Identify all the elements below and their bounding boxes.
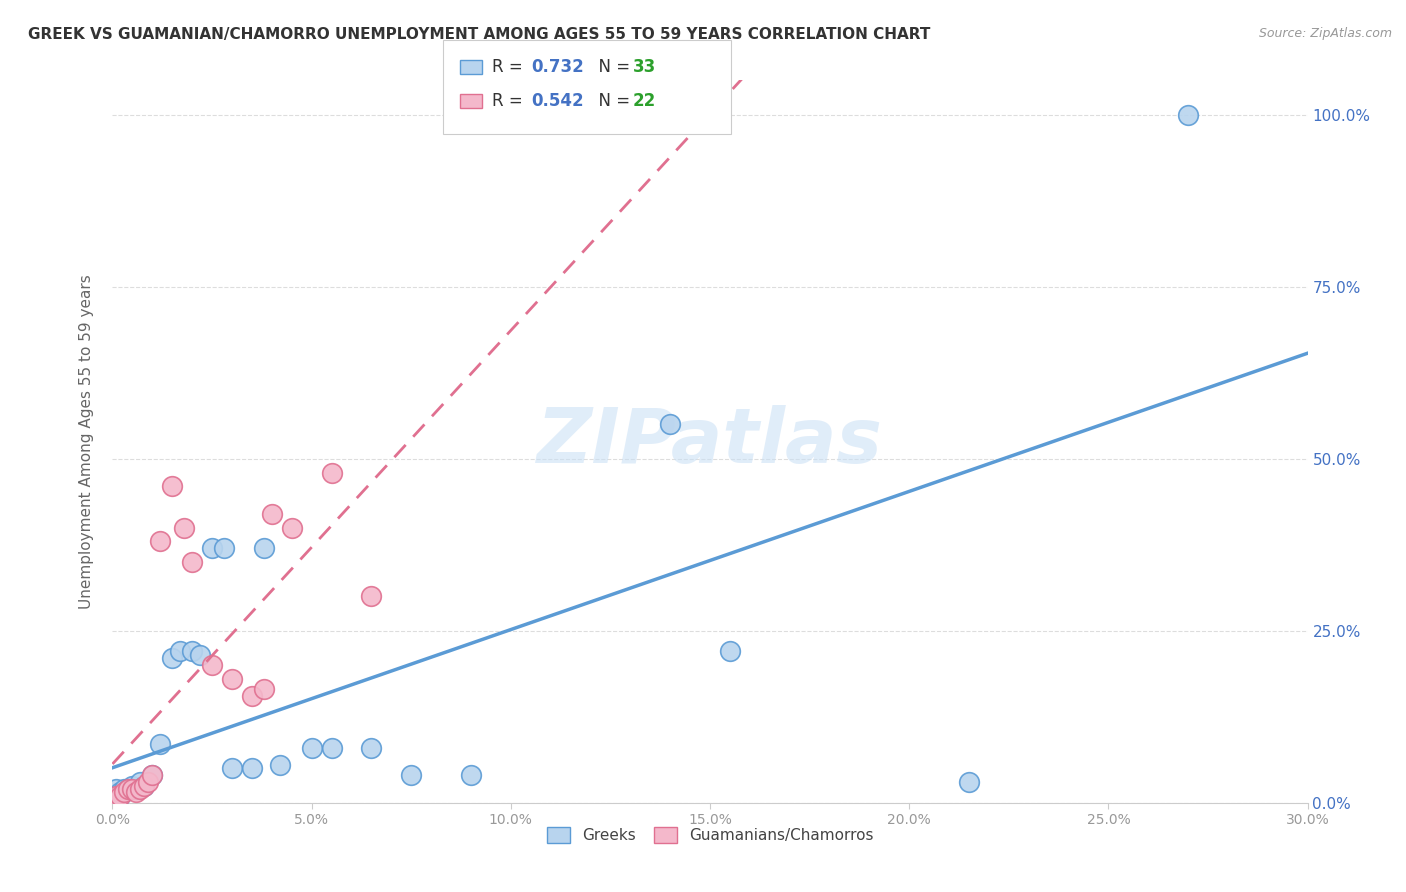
Point: [181, 555, 204, 569]
Text: R =: R =: [492, 92, 529, 110]
Point: [221, 761, 243, 775]
Point: [240, 761, 263, 775]
Point: [114, 785, 135, 799]
Legend: Greeks, Guamanians/Chamorros: Greeks, Guamanians/Chamorros: [540, 822, 880, 849]
Text: 33: 33: [633, 58, 657, 76]
Point: [105, 789, 128, 803]
Point: [253, 682, 276, 697]
Point: [129, 782, 152, 797]
Point: [718, 644, 741, 658]
Point: [110, 789, 132, 803]
Point: [117, 782, 139, 797]
Point: [105, 782, 128, 797]
Point: [141, 768, 163, 782]
Point: [181, 644, 204, 658]
Point: [188, 648, 211, 662]
Text: Source: ZipAtlas.com: Source: ZipAtlas.com: [1258, 27, 1392, 40]
Text: R =: R =: [492, 58, 529, 76]
Point: [212, 541, 235, 556]
Text: 0.732: 0.732: [531, 58, 585, 76]
Point: [169, 644, 191, 658]
Point: [129, 775, 152, 789]
Point: [162, 479, 183, 493]
Point: [134, 779, 156, 793]
Point: [121, 782, 143, 797]
Point: [659, 417, 682, 432]
Point: [321, 466, 343, 480]
Point: [1177, 108, 1199, 122]
Point: [125, 785, 148, 799]
Point: [253, 541, 276, 556]
Point: [110, 789, 132, 803]
Point: [117, 782, 139, 797]
Point: [201, 541, 224, 556]
Point: [201, 658, 224, 673]
Text: 0.542: 0.542: [531, 92, 583, 110]
Point: [281, 520, 304, 534]
Point: [149, 737, 172, 751]
Text: N =: N =: [588, 92, 636, 110]
Point: [141, 768, 163, 782]
Y-axis label: Unemployment Among Ages 55 to 59 years: Unemployment Among Ages 55 to 59 years: [79, 274, 94, 609]
Point: [360, 740, 382, 755]
Point: [957, 775, 980, 789]
Point: [149, 534, 172, 549]
Point: [173, 520, 195, 534]
Point: [114, 782, 135, 797]
Point: [138, 775, 160, 789]
Point: [110, 785, 132, 799]
Text: GREEK VS GUAMANIAN/CHAMORRO UNEMPLOYMENT AMONG AGES 55 TO 59 YEARS CORRELATION C: GREEK VS GUAMANIAN/CHAMORRO UNEMPLOYMENT…: [28, 27, 931, 42]
Text: N =: N =: [588, 58, 636, 76]
Point: [360, 590, 382, 604]
Point: [162, 651, 183, 665]
Text: 22: 22: [633, 92, 657, 110]
Point: [240, 689, 263, 703]
Point: [301, 740, 323, 755]
Point: [105, 789, 128, 803]
Point: [121, 779, 143, 793]
Point: [460, 768, 482, 782]
Text: ZIPatlas: ZIPatlas: [537, 405, 883, 478]
Point: [260, 507, 283, 521]
Point: [221, 672, 243, 686]
Point: [125, 782, 148, 797]
Point: [114, 785, 135, 799]
Point: [401, 768, 423, 782]
Point: [134, 779, 156, 793]
Point: [269, 758, 291, 772]
Point: [121, 782, 143, 797]
Point: [321, 740, 343, 755]
